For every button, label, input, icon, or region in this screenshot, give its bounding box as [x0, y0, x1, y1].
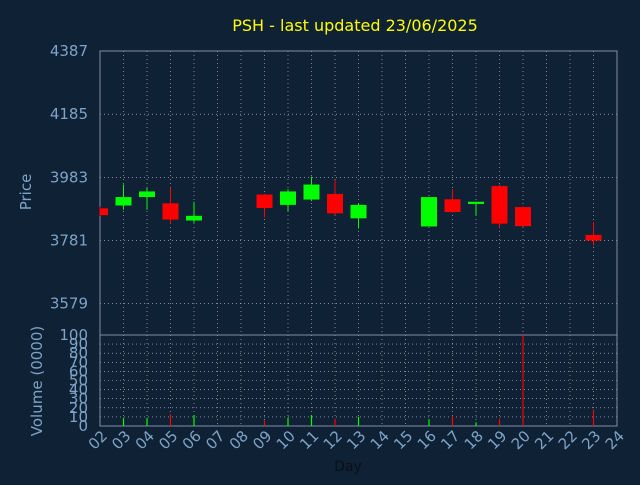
- x-tick-label: 06: [179, 427, 205, 453]
- price-tick-label: 3983: [50, 168, 88, 186]
- x-tick-label: 16: [414, 427, 440, 453]
- candle-16: [421, 197, 437, 227]
- candle-body: [280, 191, 296, 205]
- x-tick-label: 15: [390, 427, 416, 453]
- candle-body: [350, 204, 367, 219]
- candle-02: [99, 206, 108, 216]
- candle-body: [115, 197, 132, 206]
- price-plot-frame: [99, 50, 618, 336]
- x-tick-label: 05: [155, 427, 181, 453]
- candle-body: [100, 208, 108, 216]
- candle-body: [468, 201, 484, 204]
- x-tick-label: 07: [202, 427, 228, 453]
- volume-tick-label: 40: [69, 381, 88, 399]
- candle-body: [327, 193, 343, 214]
- candle-13: [350, 203, 367, 229]
- candle-03: [115, 184, 132, 210]
- x-tick-label: 09: [249, 427, 275, 453]
- volume-tick-label: 10: [69, 408, 88, 426]
- volume-tick-label: 60: [69, 362, 88, 380]
- volume-tick-label: 80: [69, 344, 88, 362]
- x-tick-label: 24: [602, 427, 628, 453]
- price-tick-label: 4387: [50, 42, 88, 60]
- volume-plot-frame: [99, 334, 618, 427]
- volume-tick-label: 90: [69, 335, 88, 353]
- candle-23: [585, 222, 602, 246]
- x-tick-label: 21: [531, 427, 557, 453]
- price-tick-label: 3579: [50, 295, 88, 313]
- candle-17: [444, 189, 461, 213]
- candle-18: [468, 201, 484, 216]
- x-tick-label: 13: [343, 427, 369, 453]
- candle-body: [444, 199, 461, 213]
- volume-tick-label: 70: [69, 353, 88, 371]
- x-tick-label: 11: [296, 427, 322, 453]
- price-tick-label: 4185: [50, 105, 88, 123]
- price-tick-label: 3781: [50, 232, 88, 250]
- x-tick-label: 20: [508, 427, 534, 453]
- x-tick-label: 03: [108, 427, 134, 453]
- candle-body: [139, 191, 155, 198]
- volume-tick-label: 30: [69, 390, 88, 408]
- candle-body: [186, 215, 202, 221]
- x-tick-label: 23: [578, 427, 604, 453]
- candle-09: [256, 193, 273, 218]
- candle-19: [491, 185, 508, 228]
- candle-body: [515, 207, 531, 227]
- volume-panel: 0102030405060708090100020304050607080910…: [59, 326, 628, 453]
- volume-tick-label: 20: [69, 399, 88, 417]
- candle-12: [327, 179, 343, 216]
- candle-11: [303, 176, 320, 201]
- x-tick-label: 08: [226, 427, 252, 453]
- x-tick-label: 17: [437, 427, 463, 453]
- chart-title: PSH - last updated 23/06/2025: [232, 16, 478, 35]
- volume-axis-label: Volume (0000): [28, 326, 46, 436]
- candle-06: [186, 201, 202, 223]
- x-tick-label: 02: [85, 427, 111, 453]
- candle-10: [280, 189, 296, 212]
- candle-body: [303, 184, 320, 200]
- x-tick-label: 22: [555, 427, 581, 453]
- candle-04: [139, 187, 155, 210]
- candle-body: [491, 186, 508, 224]
- volume-tick-label: 100: [59, 326, 88, 344]
- x-tick-label: 19: [484, 427, 510, 453]
- x-tick-label: 14: [367, 427, 393, 453]
- candle-05: [162, 187, 179, 224]
- x-tick-label: 12: [320, 427, 346, 453]
- candle-body: [256, 194, 273, 209]
- x-tick-label: 10: [273, 427, 299, 453]
- candles: [99, 176, 602, 246]
- x-axis-label: Day: [334, 459, 362, 475]
- volume-tick-label: 50: [69, 372, 88, 390]
- candle-body: [585, 234, 602, 241]
- volume-bars: [122, 335, 595, 426]
- candle-body: [421, 197, 437, 227]
- candle-20: [515, 206, 531, 228]
- x-tick-label: 18: [461, 427, 487, 453]
- x-tick-label: 04: [132, 427, 158, 453]
- candle-body: [162, 203, 179, 220]
- price-axis-label: Price: [17, 174, 35, 211]
- volume-tick-label: 0: [78, 417, 88, 435]
- price-panel: 3579 3781 3983 4185 4387: [50, 42, 618, 336]
